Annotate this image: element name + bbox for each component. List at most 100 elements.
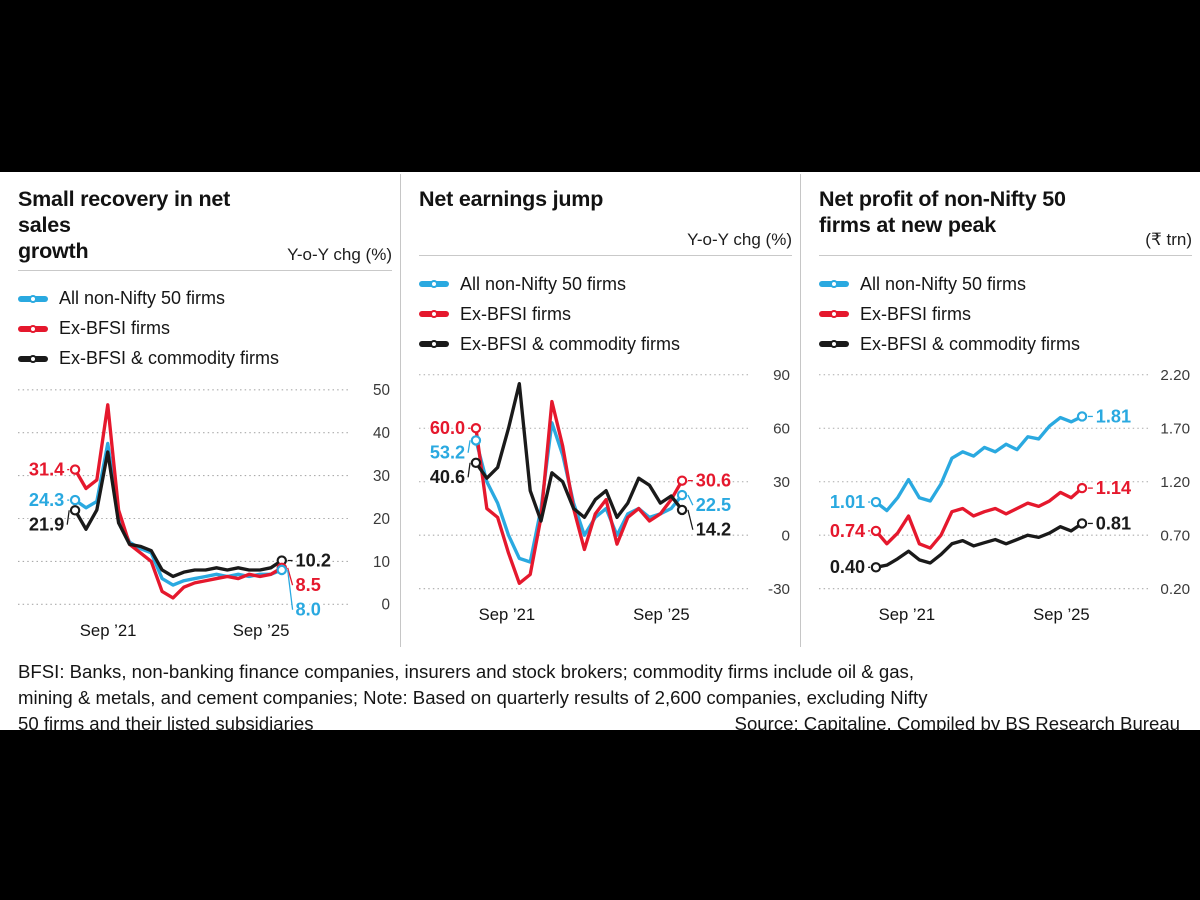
legend-item: Ex-BFSI firms bbox=[18, 314, 392, 344]
series-line-black bbox=[874, 521, 1084, 569]
y-tick-label: 0.70 bbox=[1160, 528, 1190, 545]
endpoint-marker bbox=[1076, 518, 1088, 529]
series-lines bbox=[73, 402, 284, 600]
legend-item: All non-Nifty 50 firms bbox=[419, 269, 792, 299]
annotation-connector bbox=[467, 440, 471, 453]
chart-title: Net profit of non-Nifty 50 firms at new p… bbox=[819, 186, 1139, 238]
y-tick-label: 90 bbox=[773, 367, 790, 384]
annotation-connector bbox=[287, 569, 294, 610]
chart-panels: Small recovery in net sales growth Y-o-Y … bbox=[0, 174, 1200, 648]
y-tick-label: 0 bbox=[782, 528, 790, 545]
footnote-line-1: BFSI: Banks, non-banking finance compani… bbox=[18, 661, 915, 683]
y-tick-label: 1.20 bbox=[1160, 474, 1190, 491]
gridlines: 0 10 20 30 40 50 bbox=[18, 382, 390, 613]
chart-panel-net-earnings: Net earnings jump Y-o-Y chg (%) All non-… bbox=[400, 174, 800, 648]
legend-label: All non-Nifty 50 firms bbox=[860, 273, 1027, 294]
value-label: 21.9 bbox=[29, 514, 64, 534]
x-tick-label: Sep ’25 bbox=[1033, 605, 1090, 624]
y-tick-label: 0 bbox=[382, 596, 390, 613]
series-line-black bbox=[73, 449, 284, 578]
panel-title-row: Net earnings jump Y-o-Y chg (%) bbox=[419, 186, 792, 256]
series-line-red bbox=[874, 486, 1084, 550]
legend-marker-dot bbox=[29, 354, 37, 363]
legend-marker-dot bbox=[29, 324, 37, 333]
value-label: 1.01 bbox=[830, 492, 865, 512]
legend-item: All non-Nifty 50 firms bbox=[18, 284, 392, 314]
endpoint-marker bbox=[69, 494, 81, 505]
legend-marker bbox=[18, 324, 48, 333]
chart-legend: All non-Nifty 50 firms Ex-BFSI firms Ex-BF… bbox=[18, 284, 392, 374]
line-chart-net-profit: 0.20 0.70 1.20 1.70 2.20 Sep ’21 Sep ’25 1.01 0.… bbox=[819, 361, 1192, 632]
x-axis-labels: Sep ’21 Sep ’25 bbox=[479, 605, 690, 624]
legend-item: Ex-BFSI & commodity firms bbox=[419, 329, 792, 359]
value-label: 8.5 bbox=[296, 575, 321, 595]
series-line-black bbox=[474, 382, 684, 523]
annotation-connector bbox=[687, 509, 694, 530]
value-label: 31.4 bbox=[29, 459, 65, 479]
chart-title-line: Net earnings jump bbox=[419, 187, 604, 211]
y-tick-label: 2.20 bbox=[1160, 367, 1190, 384]
legend-item: Ex-BFSI & commodity firms bbox=[819, 329, 1192, 359]
series-lines bbox=[474, 382, 684, 585]
x-tick-label: Sep ’21 bbox=[80, 620, 137, 639]
gridlines: 0.20 0.70 1.20 1.70 2.20 bbox=[819, 367, 1190, 598]
annotation-connector bbox=[687, 494, 694, 506]
value-label: 8.0 bbox=[296, 599, 321, 619]
annotation-connector bbox=[287, 567, 294, 585]
line-chart-net-earnings: -30 0 30 60 90 Sep ’21 Sep ’25 60.0 53.2 40.6 30.6… bbox=[419, 361, 792, 632]
chart-legend: All non-Nifty 50 firms Ex-BFSI firms Ex-BF… bbox=[819, 269, 1192, 359]
footnote: BFSI: Banks, non-banking finance compani… bbox=[0, 647, 1200, 737]
y-tick-label: 30 bbox=[373, 468, 390, 485]
y-tick-label: 40 bbox=[373, 425, 390, 442]
gridlines: -30 0 30 60 90 bbox=[419, 367, 790, 598]
source-credit: Source: Capitaline, Compiled by BS Resea… bbox=[734, 713, 1180, 735]
legend-marker bbox=[819, 310, 849, 318]
endpoint-marker bbox=[470, 435, 482, 446]
axis-unit-label: Y-o-Y chg (%) bbox=[287, 244, 392, 264]
legend-marker-dot bbox=[430, 340, 438, 348]
value-label: 53.2 bbox=[430, 443, 465, 463]
legend-marker-dot bbox=[830, 310, 838, 318]
x-axis-labels: Sep ’21 Sep ’25 bbox=[879, 605, 1090, 624]
value-label: 22.5 bbox=[696, 495, 731, 515]
legend-label: Ex-BFSI firms bbox=[860, 303, 971, 324]
legend-marker bbox=[819, 280, 849, 288]
value-label: 0.74 bbox=[830, 521, 865, 541]
endpoint-marker bbox=[69, 504, 81, 516]
x-tick-label: Sep ’25 bbox=[233, 620, 290, 639]
legend-label: Ex-BFSI & commodity firms bbox=[860, 333, 1081, 354]
legend-item: Ex-BFSI firms bbox=[819, 299, 1192, 329]
x-tick-label: Sep ’21 bbox=[879, 605, 936, 624]
value-label: 0.40 bbox=[830, 557, 865, 577]
x-tick-label: Sep ’25 bbox=[633, 605, 690, 624]
chart-canvas: -30 0 30 60 90 Sep ’21 Sep ’25 60.0 53.2 40.6 30.6… bbox=[419, 367, 790, 624]
chart-panel-net-profit: Net profit of non-Nifty 50 firms at new p… bbox=[800, 174, 1200, 648]
legend-marker bbox=[18, 294, 48, 303]
endpoint-marker bbox=[676, 475, 688, 486]
series-line-red bbox=[73, 402, 284, 600]
x-axis-labels: Sep ’21 Sep ’25 bbox=[80, 620, 290, 639]
value-label: 14.2 bbox=[696, 520, 731, 540]
legend-item: All non-Nifty 50 firms bbox=[819, 269, 1192, 299]
legend-label: Ex-BFSI & commodity firms bbox=[460, 333, 681, 354]
legend-label: All non-Nifty 50 firms bbox=[59, 288, 226, 309]
endpoint-marker bbox=[870, 525, 882, 537]
series-lines bbox=[874, 414, 1084, 569]
value-label: 30.6 bbox=[696, 471, 731, 491]
value-label: 24.3 bbox=[29, 490, 64, 510]
value-label: 60.0 bbox=[430, 418, 465, 438]
endpoint-marker bbox=[676, 504, 688, 516]
legend-marker bbox=[419, 280, 449, 288]
value-label: 10.2 bbox=[296, 550, 331, 570]
legend-marker bbox=[819, 340, 849, 348]
legend-marker bbox=[419, 340, 449, 348]
x-tick-label: Sep ’21 bbox=[479, 605, 536, 624]
top-black-bar bbox=[0, 0, 1200, 172]
footnote-line-3: 50 firms and their listed subsidiaries bbox=[18, 713, 314, 735]
legend-marker-dot bbox=[430, 280, 438, 288]
endpoint-marker bbox=[276, 564, 287, 575]
legend-label: Ex-BFSI & commodity firms bbox=[59, 348, 280, 369]
endpoint-marker bbox=[470, 457, 482, 468]
legend-label: Ex-BFSI firms bbox=[460, 303, 571, 324]
